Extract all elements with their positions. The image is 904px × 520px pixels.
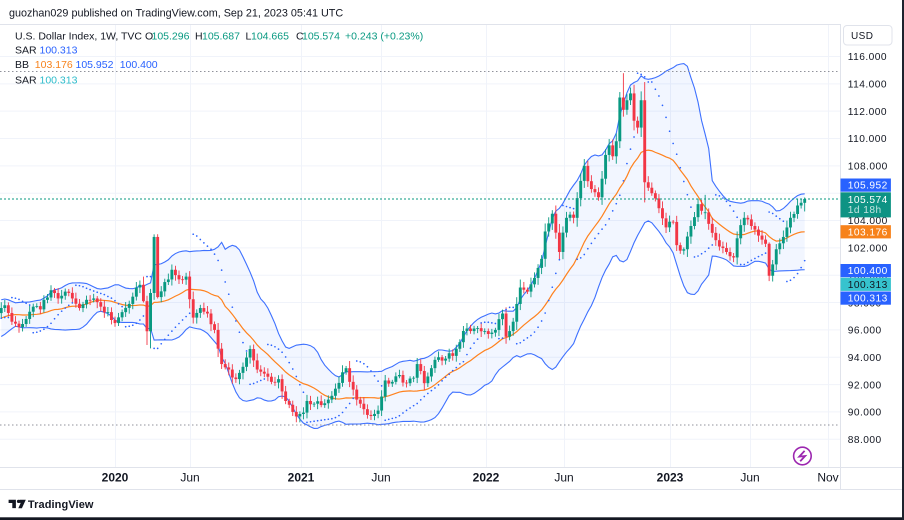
svg-text:2022: 2022 <box>473 471 500 485</box>
svg-text:94.000: 94.000 <box>848 353 882 364</box>
svg-text:114.000: 114.000 <box>848 80 887 91</box>
svg-text:105.574: 105.574 <box>848 195 888 206</box>
svg-text:102.000: 102.000 <box>848 244 888 255</box>
svg-text:105.952: 105.952 <box>76 59 114 71</box>
svg-text:105.296: 105.296 <box>152 30 190 42</box>
svg-text:TradingView: TradingView <box>28 499 94 511</box>
svg-text:90.000: 90.000 <box>848 408 882 419</box>
svg-text:L: L <box>246 30 252 42</box>
svg-text:Jun: Jun <box>740 471 759 485</box>
svg-text:104.000: 104.000 <box>848 216 888 227</box>
svg-text:110.000: 110.000 <box>848 134 887 145</box>
svg-text:2020: 2020 <box>102 471 129 485</box>
svg-text:92.000: 92.000 <box>848 380 882 391</box>
svg-text:Jun: Jun <box>371 471 390 485</box>
svg-text:BB: BB <box>15 59 29 71</box>
svg-text:C: C <box>296 30 304 42</box>
svg-text:88.000: 88.000 <box>848 435 882 446</box>
svg-text:105.952: 105.952 <box>848 181 888 192</box>
svg-text:104.665: 104.665 <box>251 30 289 42</box>
svg-text:105.687: 105.687 <box>202 30 240 42</box>
svg-text:SAR: SAR <box>15 74 37 86</box>
svg-text:USD: USD <box>851 31 873 42</box>
svg-text:100.400: 100.400 <box>120 59 158 71</box>
svg-text:105.574: 105.574 <box>302 30 340 42</box>
svg-text:100.313: 100.313 <box>40 74 78 86</box>
svg-text:Jun: Jun <box>554 471 573 485</box>
svg-text:2021: 2021 <box>288 471 315 485</box>
svg-text:U.S. Dollar Index, 1W, TVC: U.S. Dollar Index, 1W, TVC <box>15 30 142 42</box>
svg-text:100.400: 100.400 <box>848 266 888 277</box>
svg-text:O: O <box>145 30 153 42</box>
svg-text:108.000: 108.000 <box>848 162 888 173</box>
svg-text:guozhan029 published on Tradin: guozhan029 published on TradingView.com,… <box>9 7 343 19</box>
svg-text:2023: 2023 <box>657 471 684 485</box>
svg-text:+0.243 (+0.23%): +0.243 (+0.23%) <box>345 30 423 42</box>
svg-text:96.000: 96.000 <box>848 326 882 337</box>
svg-text:116.000: 116.000 <box>848 52 887 63</box>
svg-text:103.176: 103.176 <box>35 59 73 71</box>
svg-text:Nov: Nov <box>817 471 838 485</box>
svg-text:100.313: 100.313 <box>848 294 888 305</box>
svg-text:1d 18h: 1d 18h <box>848 205 882 216</box>
svg-text:112.000: 112.000 <box>848 107 887 118</box>
svg-text:100.313: 100.313 <box>848 280 888 291</box>
svg-text:103.176: 103.176 <box>848 227 888 238</box>
svg-text:H: H <box>195 30 203 42</box>
svg-text:SAR: SAR <box>15 44 37 56</box>
svg-text:Jun: Jun <box>180 471 199 485</box>
svg-text:100.313: 100.313 <box>40 44 78 56</box>
